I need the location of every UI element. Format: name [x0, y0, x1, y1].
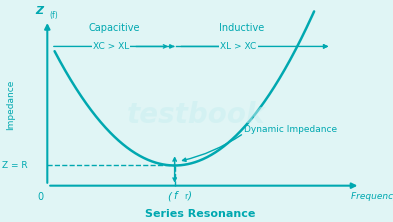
Text: Series Resonance: Series Resonance [145, 209, 255, 219]
Text: Capacitive: Capacitive [89, 23, 140, 33]
Text: XC > XL: XC > XL [93, 42, 129, 51]
Text: testbook: testbook [127, 101, 266, 129]
Text: (f): (f) [49, 11, 58, 20]
Text: XL > XC: XL > XC [220, 42, 257, 51]
Text: ): ) [187, 191, 191, 201]
Text: 0: 0 [38, 192, 44, 202]
Text: Frequency, f: Frequency, f [351, 192, 393, 201]
Text: Dynamic Impedance: Dynamic Impedance [244, 125, 337, 134]
Text: f: f [173, 191, 176, 201]
Text: Impedance: Impedance [6, 80, 15, 130]
Text: Inductive: Inductive [219, 23, 264, 33]
Text: Z = R: Z = R [2, 161, 28, 170]
Text: (: ( [167, 192, 171, 202]
Text: Z: Z [35, 6, 44, 16]
Text: r: r [184, 192, 187, 201]
